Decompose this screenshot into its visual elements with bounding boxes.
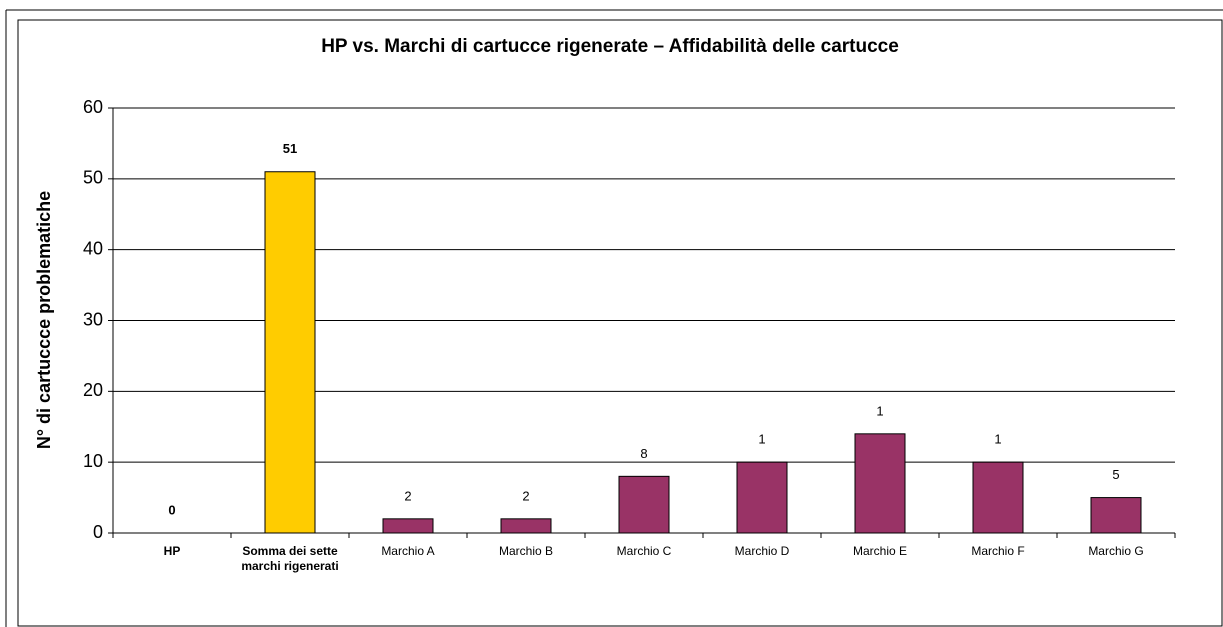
- x-tick-label: Marchio C: [616, 544, 672, 558]
- data-label: 1: [876, 403, 883, 418]
- bar: [1090, 497, 1142, 534]
- y-tick-label: 30: [83, 309, 103, 329]
- x-tick-label: Marchio E: [852, 544, 908, 558]
- x-tick-label: Marchio D: [734, 544, 790, 558]
- y-axis-title: N° di cartuccce problematiche: [34, 191, 54, 449]
- bar: [500, 518, 552, 534]
- bar: [618, 475, 670, 534]
- bar: [972, 461, 1024, 534]
- x-tick-label: Marchio F: [971, 544, 1025, 558]
- x-tick-label: Somma dei sette marchi rigenerati: [241, 544, 339, 573]
- bar: [854, 433, 906, 534]
- y-tick-label: 10: [83, 451, 103, 471]
- bar: [382, 518, 434, 534]
- data-label: 8: [640, 446, 647, 461]
- y-tick-label: 40: [83, 238, 103, 258]
- bar: [264, 171, 316, 534]
- x-tick-label: Marchio B: [498, 544, 554, 558]
- data-label: 2: [522, 488, 529, 503]
- x-tick-label: Marchio A: [381, 544, 435, 558]
- data-label: 51: [283, 141, 297, 156]
- data-label: 1: [758, 432, 765, 447]
- data-label: 5: [1112, 467, 1119, 482]
- chart-frame: [17, 19, 1223, 627]
- y-tick-label: 20: [83, 380, 103, 400]
- x-tick-label: HP: [163, 544, 181, 558]
- data-label: 1: [994, 432, 1001, 447]
- data-label: 0: [168, 502, 175, 517]
- bar: [736, 461, 788, 534]
- y-tick-label: 0: [93, 522, 103, 542]
- data-label: 2: [404, 488, 411, 503]
- chart-title: HP vs. Marchi di cartucce rigenerate – A…: [321, 36, 899, 57]
- y-tick-label: 60: [83, 97, 103, 117]
- y-tick-label: 50: [83, 168, 103, 188]
- x-tick-label: Marchio G: [1088, 544, 1144, 558]
